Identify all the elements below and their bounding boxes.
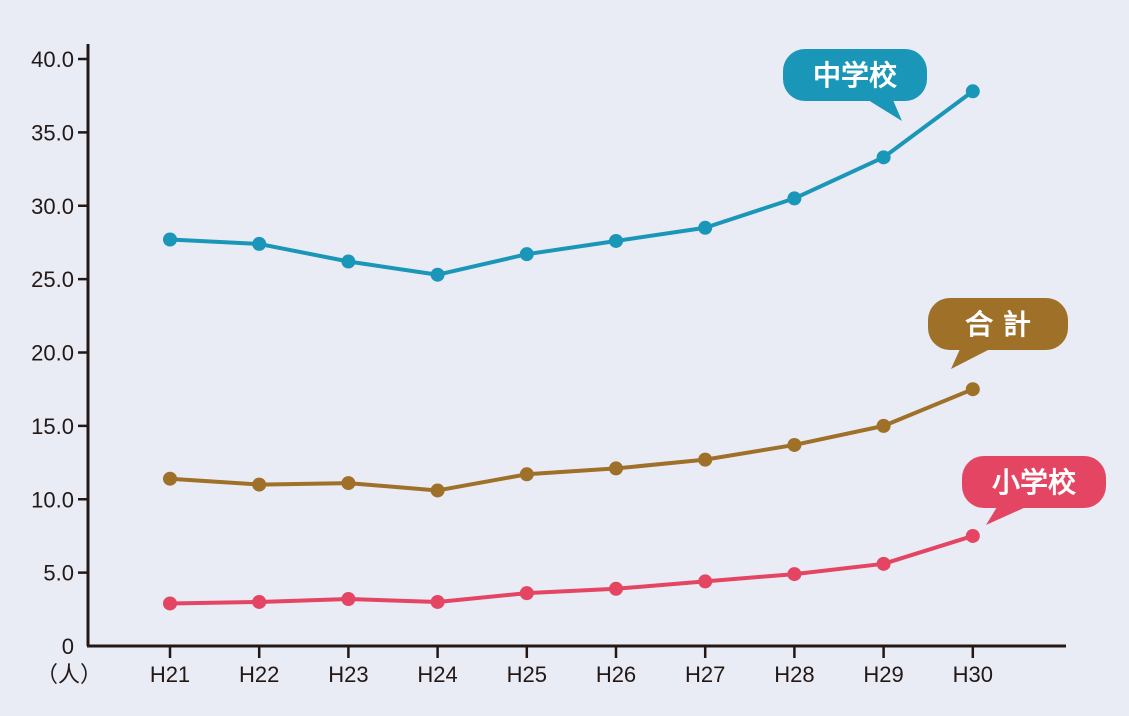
data-point: [876, 150, 891, 165]
data-point: [519, 247, 534, 262]
data-point: [609, 233, 623, 248]
data-point: [430, 267, 445, 282]
series-name-label: 小学校: [992, 466, 1077, 499]
data-point: [252, 477, 267, 492]
y-tick-label: 20.0: [31, 341, 74, 366]
series-line: [169, 534, 974, 606]
data-point: [876, 556, 891, 571]
data-point: [965, 382, 980, 397]
data-point: [341, 254, 356, 269]
y-tick-label: 5.0: [43, 561, 74, 586]
x-tick-label: H26: [596, 662, 636, 687]
y-tick-label: 40.0: [31, 47, 74, 72]
x-ticks: H21 H22 H23 H24 H25 H26 H27 H28 H29 H30: [150, 646, 993, 687]
callout-tail: [986, 507, 1026, 525]
data-point: [252, 594, 267, 609]
data-point: [698, 574, 713, 589]
data-point: [787, 191, 802, 206]
data-point: [698, 220, 713, 235]
y-tick-label: 15.0: [31, 414, 74, 439]
y-tick-label: 35.0: [31, 120, 74, 145]
data-point: [341, 476, 356, 491]
data-point: [787, 437, 802, 452]
callout-bubble: [783, 49, 927, 101]
callout-bubble: [928, 298, 1068, 350]
data-point: [876, 418, 891, 433]
data-point: [430, 594, 445, 609]
series: [163, 382, 980, 498]
data-point: [163, 232, 177, 247]
series-line: [169, 89, 974, 277]
x-tick-label: H24: [417, 662, 457, 687]
x-tick-label: H21: [150, 662, 190, 687]
data-point: [341, 592, 356, 607]
series-layer: [163, 84, 980, 611]
data-point: [787, 567, 802, 582]
x-tick-label: H28: [774, 662, 814, 687]
y-tick-label: 30.0: [31, 194, 74, 219]
series-callout: 中学校: [783, 49, 927, 121]
data-point: [163, 596, 177, 611]
callout-tail: [951, 349, 990, 369]
series: [163, 84, 980, 282]
y-tick-label: 10.0: [31, 487, 74, 512]
x-tick-label: H23: [328, 662, 368, 687]
x-tick-label: H27: [685, 662, 725, 687]
callout-tail: [868, 100, 902, 121]
series-callout: 合 計: [928, 298, 1068, 369]
y-ticks: 0 5.0 10.0 15.0 20.0 25.0 30.0 35.0 40.0: [31, 47, 88, 659]
x-tick-label: H29: [863, 662, 903, 687]
y-tick-label: 0: [62, 634, 74, 659]
x-tick-label: H22: [239, 662, 279, 687]
y-unit-label: （人）: [36, 662, 102, 687]
series-callout: 小学校: [962, 456, 1106, 525]
data-point: [965, 84, 980, 99]
series-name-label: 合 計: [965, 308, 1031, 341]
data-point: [965, 528, 980, 543]
axes: [86, 44, 1066, 648]
data-point: [430, 483, 445, 498]
series-line: [169, 387, 974, 493]
data-point: [519, 586, 534, 601]
data-point: [519, 467, 534, 482]
data-point: [609, 581, 623, 596]
series: [163, 528, 980, 611]
data-point: [698, 452, 713, 467]
data-point: [252, 236, 267, 251]
data-point: [163, 471, 177, 486]
x-tick-label: H30: [953, 662, 993, 687]
x-tick-label: H25: [507, 662, 547, 687]
callout-bubble: [962, 456, 1106, 508]
data-point: [609, 461, 623, 476]
y-tick-label: 25.0: [31, 267, 74, 292]
series-name-label: 中学校: [813, 59, 898, 92]
